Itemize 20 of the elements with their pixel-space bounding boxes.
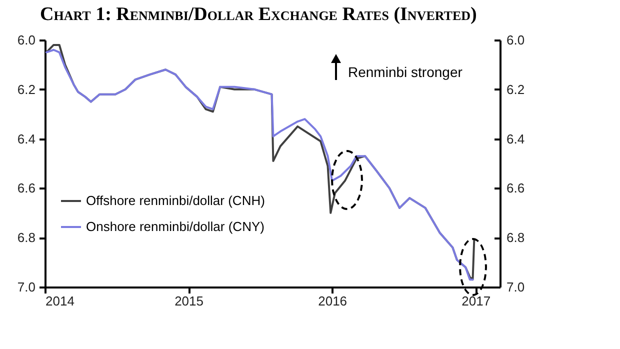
y2-tick-label: 6.8: [506, 230, 525, 246]
y2-tick-label: 6.6: [506, 180, 525, 196]
legend-label: Onshore renminbi/dollar (CNY): [86, 219, 264, 234]
y-tick-label: 6.6: [17, 180, 36, 196]
y2-tick-label: 6.0: [506, 32, 525, 48]
y2-tick-label: 6.4: [506, 131, 525, 146]
chart-title: Chart 1: Renminbi/Dollar Exchange Rates (Inverted): [40, 4, 477, 26]
y-tick-label: 6.0: [17, 32, 36, 48]
y2-tick-label: 7.0: [506, 280, 525, 294]
y-tick-label: 6.8: [17, 230, 36, 246]
y-tick-label: 6.2: [17, 82, 36, 97]
legend-label: Offshore renminbi/dollar (CNH): [86, 193, 265, 208]
x-tick-label: 2016: [318, 294, 348, 308]
y-tick-label: 7.0: [17, 280, 36, 294]
y2-tick-label: 6.2: [506, 82, 525, 97]
x-tick-label: 2015: [174, 294, 204, 308]
x-tick-label: 2014: [46, 294, 74, 308]
x-tick-label: 2017: [462, 294, 491, 308]
annotation: Renminbi stronger: [348, 64, 462, 80]
y-tick-label: 6.4: [17, 131, 36, 146]
